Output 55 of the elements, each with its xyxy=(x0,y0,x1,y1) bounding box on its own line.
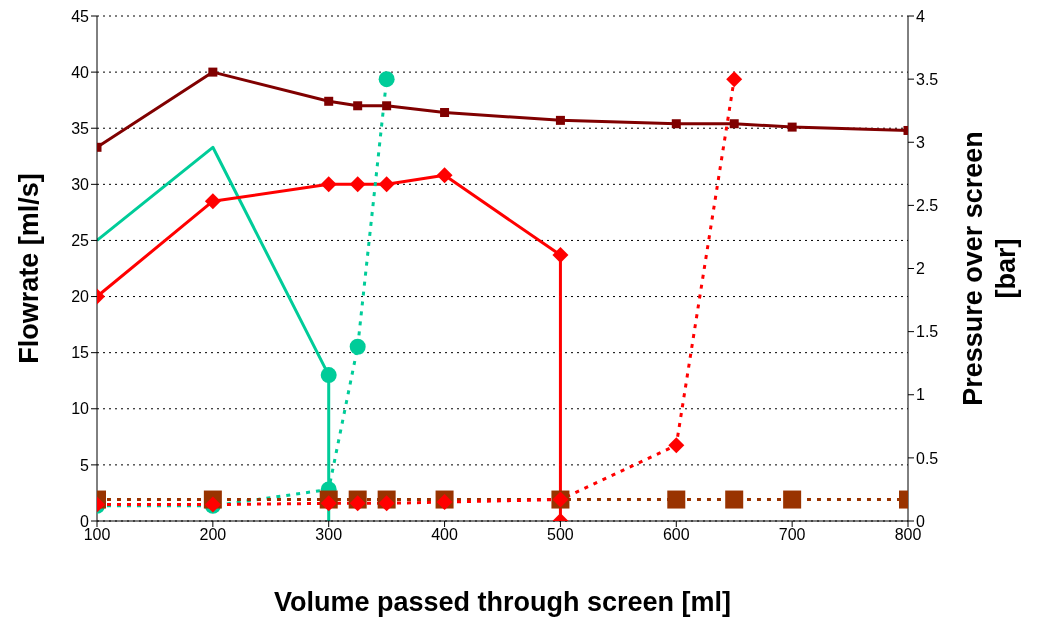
y2-tick-label: 3 xyxy=(916,133,925,151)
y-tick-label: 35 xyxy=(71,119,90,137)
point xyxy=(353,101,363,111)
point xyxy=(552,247,569,264)
point xyxy=(725,490,744,509)
point xyxy=(436,167,453,184)
y-tick-label: 40 xyxy=(71,63,90,81)
y2-tick-label: 0.5 xyxy=(916,449,939,467)
y2-axis-title: Pressure over screen [bar] xyxy=(958,131,1021,406)
point xyxy=(204,193,221,210)
point xyxy=(324,96,334,106)
point xyxy=(726,71,743,88)
y-tick-label: 5 xyxy=(80,456,90,474)
point xyxy=(349,338,366,355)
point xyxy=(729,119,739,129)
y2-tick-label: 3.5 xyxy=(916,70,939,88)
point xyxy=(671,119,681,129)
y-tick-label: 45 xyxy=(71,7,90,25)
y2-tick-label: 1.5 xyxy=(916,323,939,341)
point xyxy=(349,495,366,512)
point xyxy=(349,176,366,193)
y2-tick-label: 1 xyxy=(916,386,925,404)
x-tick-label: 400 xyxy=(431,526,459,544)
point xyxy=(787,122,797,132)
x-axis-title: Volume passed through screen [ml] xyxy=(273,587,732,617)
y-tick-label: 25 xyxy=(71,232,90,250)
y-tick-label: 20 xyxy=(71,288,90,306)
point xyxy=(320,176,337,193)
y-axis-title: Flowrate [ml/s] xyxy=(14,173,44,364)
point xyxy=(668,437,685,454)
x-tick-label: 500 xyxy=(547,526,574,544)
y-tick-label: 10 xyxy=(71,400,90,418)
x-tick-label: 200 xyxy=(199,526,227,544)
y-tick-label: 30 xyxy=(71,176,90,194)
x-tick-label: 800 xyxy=(894,526,922,544)
point xyxy=(667,490,686,509)
x-tick-label: 600 xyxy=(662,526,690,544)
point xyxy=(382,101,392,111)
point xyxy=(378,71,395,88)
point xyxy=(320,367,337,384)
point xyxy=(378,495,395,512)
point xyxy=(320,495,337,512)
x-tick-label: 700 xyxy=(778,526,806,544)
point xyxy=(378,176,395,193)
y2-tick-label: 4 xyxy=(916,7,925,25)
point xyxy=(555,115,565,125)
y-tick-label: 15 xyxy=(71,344,90,362)
point xyxy=(208,67,218,77)
point xyxy=(783,490,802,509)
x-tick-label: 100 xyxy=(83,526,111,544)
y2-tick-label: 2 xyxy=(916,260,925,278)
x-tick-label: 300 xyxy=(315,526,343,544)
point xyxy=(440,108,450,118)
point xyxy=(436,494,453,511)
y2-tick-label: 2.5 xyxy=(916,197,939,215)
